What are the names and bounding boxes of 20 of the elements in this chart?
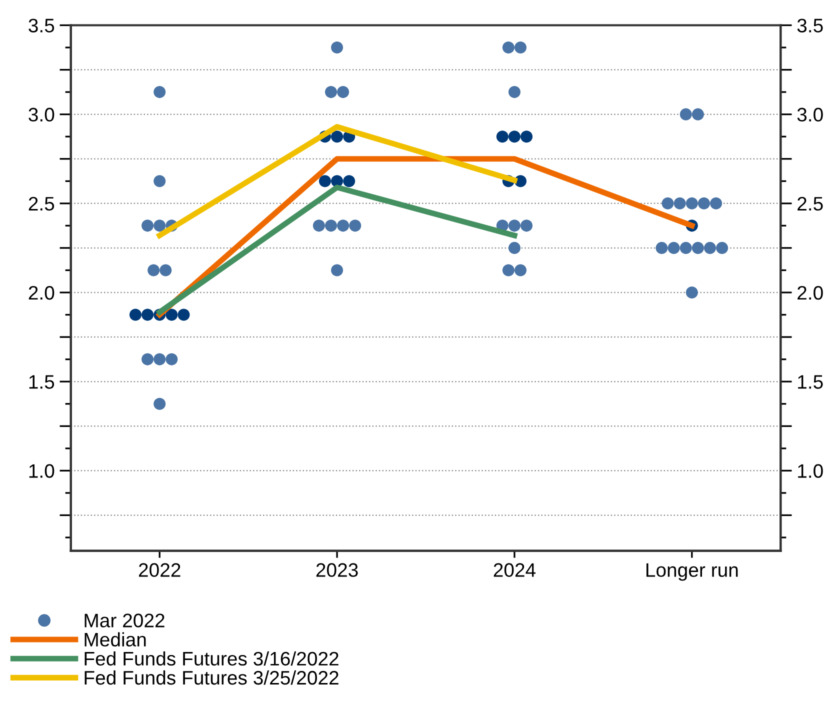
y-tick-label: 1.5 [29,375,54,389]
y2-tick-label: 1.0 [798,464,823,478]
y-tick-label: 2.0 [28,286,54,300]
y2-tick-label: 3.5 [797,18,823,32]
y-tick-label: 3.5 [28,18,54,32]
legend-label: Fed Funds Futures 3/16/2022 [84,651,338,666]
legend-label: Median [84,632,146,647]
y-tick-label: 2.5 [28,196,54,211]
x-tick-label: Longer run [646,563,738,581]
y-tick-label: 1.0 [29,464,54,478]
x-tick-label: 2024 [494,563,536,577]
y2-tick-label: 3.0 [797,108,823,122]
x-tick-label: 2022 [138,563,180,577]
y-tick-label: 3.0 [28,108,54,122]
y2-tick-label: 2.0 [798,286,823,300]
y2-tick-label: 2.5 [798,196,823,211]
legend-label: Fed Funds Futures 3/25/2022 [84,670,338,685]
legend-label: Mar 2022 [84,614,164,628]
y2-tick-label: 1.5 [798,375,823,389]
x-tick-label: 2023 [316,563,358,577]
